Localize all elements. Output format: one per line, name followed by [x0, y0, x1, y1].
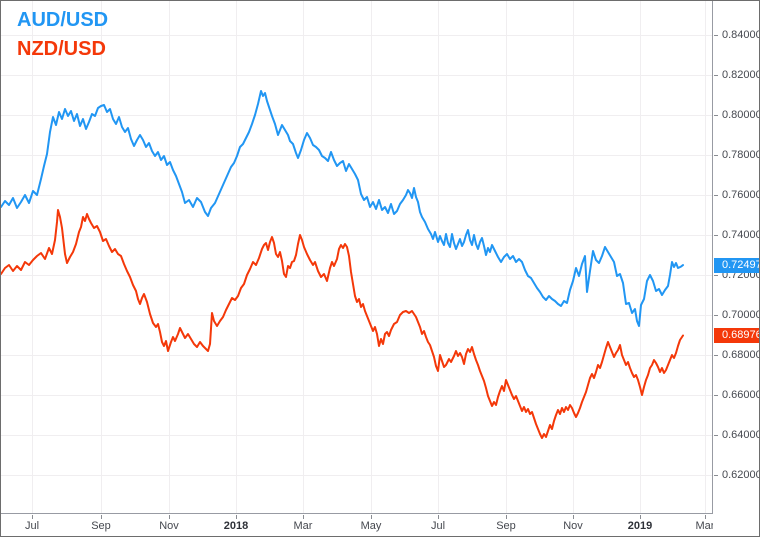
price-tick: [714, 275, 718, 276]
time-tick: [371, 515, 372, 519]
time-axis-label: Mar: [695, 520, 715, 532]
legend-item-nzd-usd[interactable]: NZD/USD: [17, 38, 106, 60]
aud-usd-line[interactable]: [1, 90, 684, 327]
legend: AUD/USD NZD/USD: [17, 6, 108, 64]
time-tick: [169, 515, 170, 519]
time-axis-label: Nov: [563, 520, 583, 532]
price-axis-label: 0.78000: [722, 149, 760, 161]
price-axis[interactable]: 0.84000 0.82000 0.80000 0.78000 0.76000 0.740…: [713, 1, 760, 514]
price-axis-label: 0.62000: [722, 469, 760, 481]
price-axis-label: 0.80000: [722, 109, 760, 121]
time-tick: [438, 515, 439, 519]
time-axis-label: 2019: [627, 520, 653, 532]
legend-item-aud-usd[interactable]: AUD/USD: [17, 9, 109, 31]
price-axis-label: 0.64000: [722, 429, 760, 441]
time-axis-label: Sep: [91, 520, 111, 532]
price-axis-label: 0.82000: [722, 69, 760, 81]
time-tick: [236, 515, 237, 519]
time-tick: [303, 515, 304, 519]
time-tick: [705, 515, 706, 519]
plot-area[interactable]: AUD/USD NZD/USD: [1, 1, 713, 514]
price-tick: [714, 355, 718, 356]
axis-corner: [713, 514, 759, 536]
price-tick: [714, 155, 718, 156]
price-tick: [714, 195, 718, 196]
time-tick: [32, 515, 33, 519]
time-axis-label: Nov: [159, 520, 179, 532]
aud-last-price-badge: 0.72497: [714, 257, 759, 273]
time-tick: [573, 515, 574, 519]
price-axis-label: 0.84000: [722, 29, 760, 41]
time-tick: [101, 515, 102, 519]
time-axis-label: 2018: [223, 520, 249, 532]
price-tick: [714, 315, 718, 316]
price-axis-label: 0.74000: [722, 229, 760, 241]
price-tick: [714, 115, 718, 116]
price-axis-label: 0.66000: [722, 389, 760, 401]
time-tick: [640, 515, 641, 519]
price-tick: [714, 235, 718, 236]
nzd-usd-line[interactable]: [1, 209, 684, 439]
price-tick: [714, 75, 718, 76]
price-axis-label: 0.68000: [722, 349, 760, 361]
time-axis-label: Sep: [496, 520, 516, 532]
time-axis-label: Jul: [24, 520, 40, 532]
price-tick: [714, 35, 718, 36]
time-axis[interactable]: Jul Sep Nov 2018 Mar May Jul Sep Nov 2019 Mar: [1, 514, 715, 536]
nzd-last-price-badge: 0.68976: [714, 327, 759, 343]
price-tick: [714, 475, 718, 476]
time-axis-label: Mar: [293, 520, 313, 532]
price-axis-label: 0.76000: [722, 189, 760, 201]
price-tick: [714, 435, 718, 436]
time-tick: [506, 515, 507, 519]
time-axis-label: May: [360, 520, 382, 532]
price-axis-label: 0.70000: [722, 309, 760, 321]
plot-svg[interactable]: [1, 1, 712, 513]
time-axis-label: Jul: [430, 520, 446, 532]
price-tick: [714, 395, 718, 396]
